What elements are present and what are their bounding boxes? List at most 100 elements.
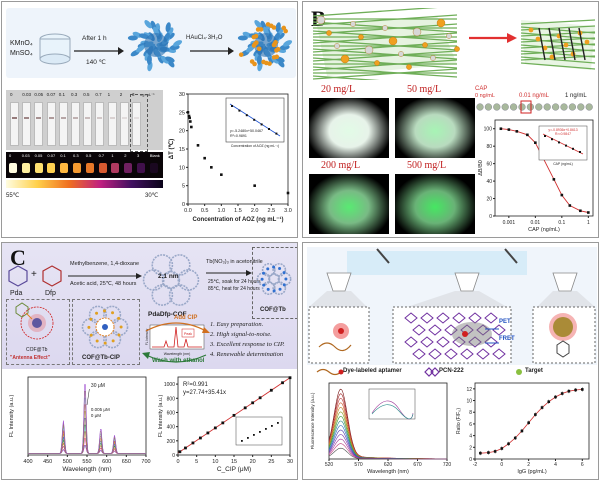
petal bbox=[256, 54, 262, 65]
tb-ion bbox=[95, 339, 99, 343]
pipette-2 bbox=[504, 248, 518, 264]
pcn-lattice bbox=[412, 348, 426, 360]
inset-point bbox=[247, 437, 249, 439]
tb-ion bbox=[284, 277, 288, 281]
nanoparticle bbox=[430, 55, 436, 61]
fiber bbox=[312, 8, 438, 17]
fiber bbox=[312, 14, 458, 26]
data-point bbox=[534, 413, 537, 416]
data-point bbox=[554, 395, 557, 399]
y-axis-label: FL Intensity (a.u.) bbox=[158, 395, 164, 438]
antenna-box bbox=[6, 299, 70, 365]
nanoparticle bbox=[358, 34, 364, 40]
x-tick-label: 520 bbox=[325, 462, 334, 468]
dot bbox=[585, 103, 593, 111]
test-strip bbox=[34, 102, 44, 146]
mno2-flower-icon bbox=[127, 20, 183, 72]
temp-high-label: 30℃ bbox=[145, 193, 159, 199]
chart-fluorescence-spectra: 520 570 620 670 720 Wavelength (nm) Fluorescen… bbox=[310, 382, 451, 475]
inset-point bbox=[253, 434, 255, 436]
pcn-lattice bbox=[420, 312, 434, 324]
inset-point bbox=[572, 147, 574, 150]
pcn-lattice bbox=[484, 336, 498, 348]
thermal-label: 0.03 bbox=[21, 153, 30, 158]
y-tick-label: 1000 bbox=[164, 382, 175, 388]
strip-highlight-box bbox=[130, 94, 148, 152]
x-tick-label: 450 bbox=[43, 459, 52, 465]
pcn-lattice bbox=[404, 312, 418, 324]
strip-label: 0.05 bbox=[34, 92, 44, 97]
inset-x-label: CAP (ng/mL) bbox=[553, 162, 573, 166]
x-tick-label: 5 bbox=[195, 459, 198, 465]
strip-label: 0 bbox=[10, 92, 13, 97]
fluorescence-image bbox=[395, 98, 475, 158]
x-tick-label: 1 bbox=[587, 220, 590, 226]
thermal-spot bbox=[60, 163, 69, 173]
thermal-spot bbox=[111, 163, 120, 173]
inset-point bbox=[271, 425, 273, 427]
inset-point bbox=[245, 114, 248, 117]
fit-curve bbox=[480, 389, 583, 454]
box-aptamer bbox=[308, 306, 370, 364]
x-tick-label: 15 bbox=[231, 459, 237, 465]
spectrum-line bbox=[328, 434, 447, 460]
pcn-lattice bbox=[412, 324, 426, 336]
y-tick-label: 12 bbox=[466, 387, 472, 393]
data-point bbox=[540, 406, 544, 409]
data-point bbox=[526, 133, 529, 137]
pcn-lattice bbox=[404, 336, 418, 348]
test-strip bbox=[83, 102, 93, 146]
pcn-lattice bbox=[476, 324, 490, 336]
dfp-molecule bbox=[42, 265, 62, 287]
test-line bbox=[97, 117, 103, 119]
data-point bbox=[178, 450, 182, 454]
dot-highlight bbox=[520, 100, 532, 114]
spectrum-line bbox=[28, 384, 146, 454]
data-point bbox=[479, 451, 482, 455]
x-tick-label: 570 bbox=[354, 462, 363, 468]
data-point bbox=[579, 209, 582, 213]
x-tick-label: 6 bbox=[581, 462, 584, 468]
beam-1 bbox=[309, 291, 367, 307]
center-pore bbox=[161, 270, 181, 290]
tb-ion bbox=[111, 311, 115, 315]
y-axis-label: Ratio (F/F₀) bbox=[456, 408, 462, 434]
tb-ion bbox=[117, 316, 121, 320]
thermal-label: 0.5 bbox=[85, 153, 92, 158]
x-axis-label: Wavelength (nm) bbox=[62, 466, 111, 473]
x-tick-label: 2 bbox=[527, 462, 530, 468]
data-point bbox=[507, 442, 510, 446]
inset-point bbox=[265, 428, 267, 430]
dot bbox=[518, 103, 526, 111]
pore-ring bbox=[272, 262, 287, 277]
pore-size: 2.1 nm bbox=[158, 273, 179, 280]
thermal-spot bbox=[98, 163, 107, 173]
data-point bbox=[487, 451, 490, 454]
y-tick-label: 10 bbox=[466, 399, 472, 405]
tb-ion bbox=[87, 325, 91, 329]
pore-ring bbox=[261, 262, 276, 277]
label-0005uM: 0.005 μM bbox=[91, 407, 110, 412]
au-nanoparticle bbox=[238, 52, 244, 57]
inset-point bbox=[259, 431, 261, 433]
inset-frame bbox=[538, 125, 588, 161]
nanoparticle bbox=[542, 45, 548, 51]
petal bbox=[127, 35, 138, 41]
data-point bbox=[269, 388, 273, 392]
antibody-stick bbox=[548, 27, 556, 61]
tb-center bbox=[102, 324, 108, 330]
cap-0-label: 0 ng/mL bbox=[475, 93, 495, 99]
y-tick-label: 200 bbox=[167, 439, 176, 445]
nanoparticle bbox=[406, 64, 412, 70]
inset-point bbox=[241, 440, 243, 442]
cond2: Acetic acid, 25℃, 48 hours bbox=[70, 281, 137, 287]
y-tick-label: 6 bbox=[469, 422, 472, 428]
x-tick-label: 4 bbox=[554, 462, 557, 468]
petal bbox=[282, 40, 293, 47]
petal bbox=[144, 20, 152, 29]
thermal-image bbox=[6, 152, 163, 178]
pcn-lattice bbox=[452, 312, 466, 324]
nanoparticle bbox=[388, 36, 398, 46]
target-bound bbox=[553, 317, 573, 337]
